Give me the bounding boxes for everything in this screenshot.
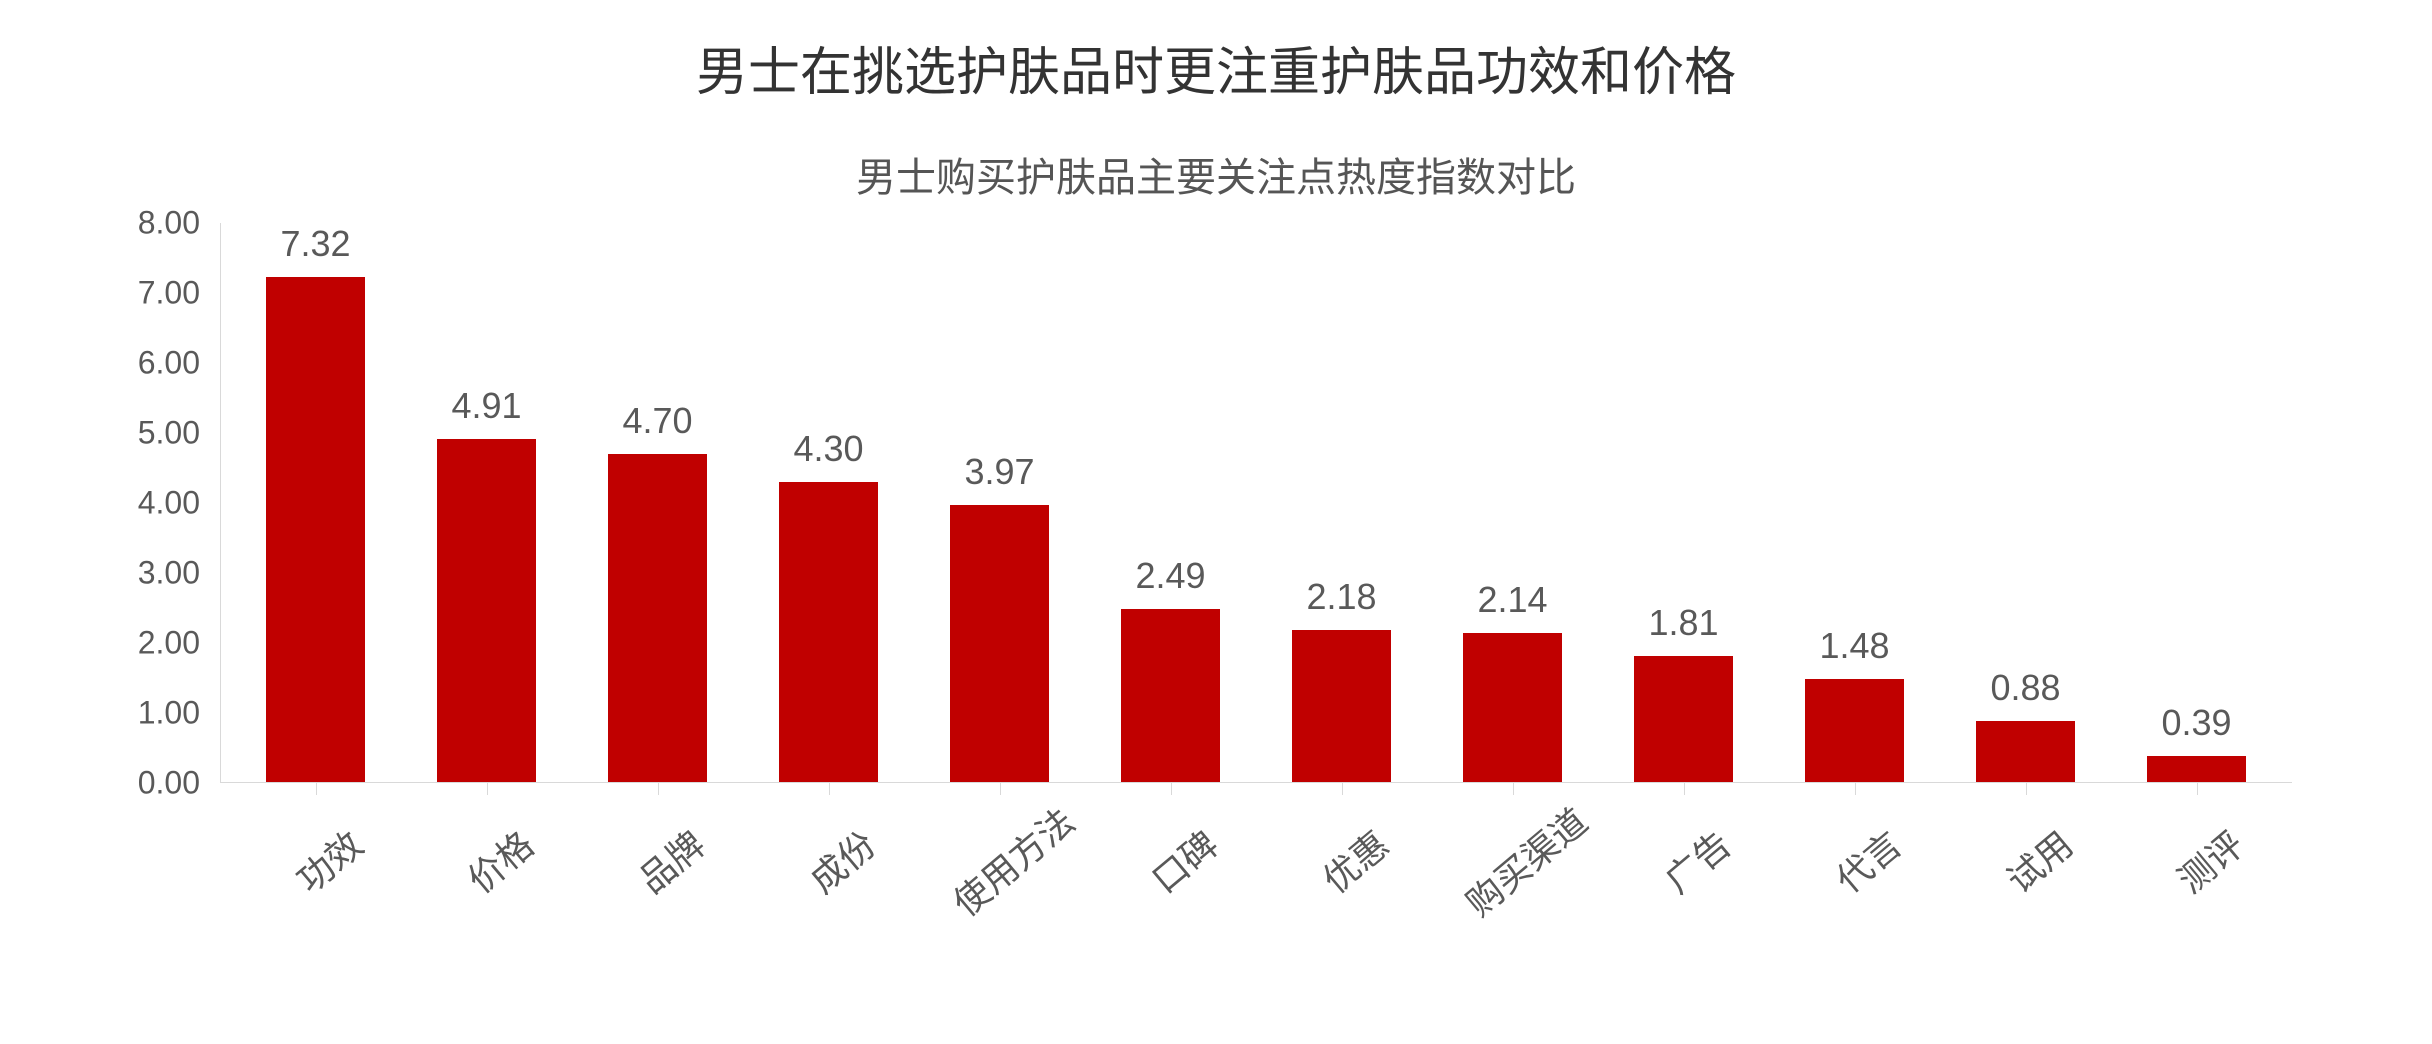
- bar-value-label: 4.30: [793, 428, 863, 470]
- x-tick-mark: [2197, 783, 2198, 795]
- bar: [1976, 721, 2075, 783]
- bar: [1292, 630, 1391, 783]
- bar-slot: 1.48: [1769, 223, 1940, 783]
- x-label-slot: 口碑: [1085, 801, 1256, 981]
- y-tick-label: 3.00: [138, 555, 200, 592]
- x-tick-mark: [658, 783, 659, 795]
- x-tick-mark: [1513, 783, 1514, 795]
- y-tick-label: 0.00: [138, 765, 200, 802]
- bars-group: 7.32 4.91 4.70 4.30 3.97 2.49 2.18 2.14 1.81 1.48…: [220, 223, 2292, 783]
- bar-value-label: 4.91: [451, 385, 521, 427]
- bar-slot: 4.30: [743, 223, 914, 783]
- plot-area: 0.001.002.003.004.005.006.007.008.00 7.3…: [220, 223, 2292, 783]
- x-tick-mark: [1855, 783, 1856, 795]
- x-axis-line: [220, 782, 2292, 783]
- y-tick-label: 1.00: [138, 695, 200, 732]
- chart-title: 男士在挑选护肤品时更注重护肤品功效和价格: [100, 30, 2332, 105]
- bar-slot: 1.81: [1598, 223, 1769, 783]
- bar: [266, 277, 365, 783]
- x-label-slot: 购买渠道: [1427, 801, 1598, 981]
- y-tick-label: 2.00: [138, 625, 200, 662]
- bar-slot: 2.14: [1427, 223, 1598, 783]
- bar-slot: 4.91: [401, 223, 572, 783]
- chart-subtitle: 男士购买护肤品主要关注点热度指数对比: [100, 145, 2332, 203]
- bar-value-label: 7.32: [280, 223, 350, 265]
- bar-value-label: 2.49: [1135, 555, 1205, 597]
- bar-slot: 2.18: [1256, 223, 1427, 783]
- bar-slot: 0.88: [1940, 223, 2111, 783]
- x-tick-mark: [1342, 783, 1343, 795]
- bar: [950, 505, 1049, 783]
- bar-value-label: 0.39: [2161, 702, 2231, 744]
- x-label-slot: 品牌: [572, 801, 743, 981]
- bar-slot: 7.32: [230, 223, 401, 783]
- bar: [1463, 633, 1562, 783]
- bar-chart: 男士在挑选护肤品时更注重护肤品功效和价格 男士购买护肤品主要关注点热度指数对比 …: [0, 0, 2432, 1044]
- x-label-slot: 价格: [401, 801, 572, 981]
- bar-value-label: 2.18: [1306, 576, 1376, 618]
- x-label-slot: 功效: [230, 801, 401, 981]
- bar-value-label: 0.88: [1990, 667, 2060, 709]
- bar: [608, 454, 707, 783]
- x-tick-mark: [316, 783, 317, 795]
- x-label-slot: 测评: [2111, 801, 2282, 981]
- bar-value-label: 2.14: [1477, 579, 1547, 621]
- y-tick-label: 6.00: [138, 345, 200, 382]
- y-tick-label: 7.00: [138, 275, 200, 312]
- bar-value-label: 1.81: [1648, 602, 1718, 644]
- x-tick-mark: [1684, 783, 1685, 795]
- x-tick-mark: [1000, 783, 1001, 795]
- x-axis-label: 测评: [2165, 817, 2336, 1001]
- x-label-slot: 成份: [743, 801, 914, 981]
- x-tick-mark: [2026, 783, 2027, 795]
- bar-slot: 4.70: [572, 223, 743, 783]
- x-label-slot: 广告: [1598, 801, 1769, 981]
- x-label-slot: 试用: [1940, 801, 2111, 981]
- bar-value-label: 1.48: [1819, 625, 1889, 667]
- y-tick-label: 5.00: [138, 415, 200, 452]
- bar: [1805, 679, 1904, 783]
- bar: [1121, 609, 1220, 783]
- bar: [779, 482, 878, 783]
- y-tick-label: 8.00: [138, 205, 200, 242]
- y-axis: 0.001.002.003.004.005.006.007.008.00: [100, 223, 210, 783]
- x-label-slot: 使用方法: [914, 801, 1085, 981]
- bar: [437, 439, 536, 783]
- x-label-slot: 优惠: [1256, 801, 1427, 981]
- bar: [2147, 756, 2246, 783]
- x-tick-mark: [829, 783, 830, 795]
- x-axis-labels: 功效价格品牌成份使用方法口碑优惠购买渠道广告代言试用测评: [220, 801, 2292, 981]
- bar-value-label: 3.97: [964, 451, 1034, 493]
- x-tick-mark: [487, 783, 488, 795]
- x-tick-mark: [1171, 783, 1172, 795]
- y-tick-label: 4.00: [138, 485, 200, 522]
- bar: [1634, 656, 1733, 783]
- bar-slot: 0.39: [2111, 223, 2282, 783]
- bar-slot: 2.49: [1085, 223, 1256, 783]
- bar-value-label: 4.70: [622, 400, 692, 442]
- y-axis-line: [220, 223, 221, 783]
- x-label-slot: 代言: [1769, 801, 1940, 981]
- bar-slot: 3.97: [914, 223, 1085, 783]
